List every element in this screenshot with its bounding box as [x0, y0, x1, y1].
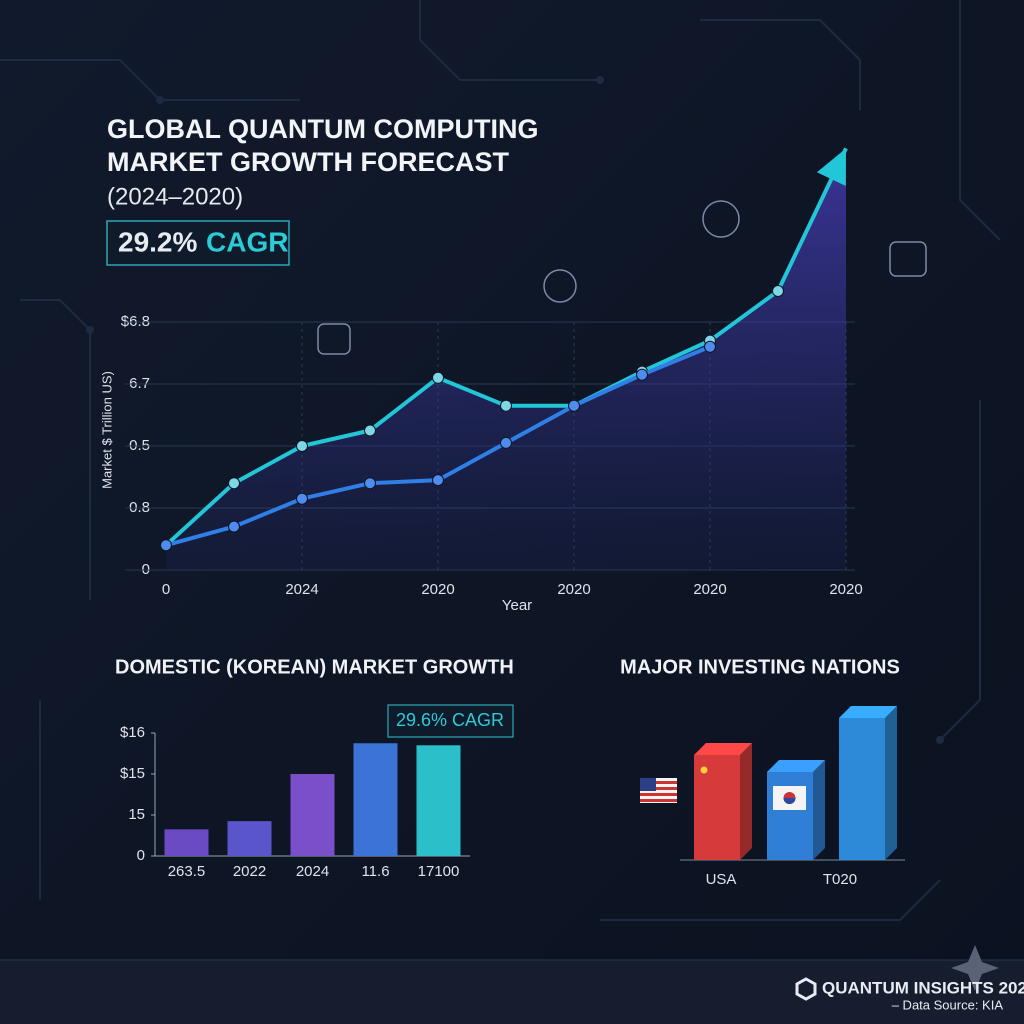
x-tick-label: 2020: [557, 581, 590, 598]
x-tick-label: USA: [706, 871, 737, 888]
area: [166, 148, 846, 570]
sparkle-icon: [951, 945, 999, 991]
arrow-head: [816, 148, 846, 186]
x-tick-label: 17100: [418, 863, 460, 880]
section-title: DOMESTIC (KOREAN) MARKET GROWTH: [115, 656, 514, 678]
y-tick-label: 0.8: [129, 499, 150, 516]
bar-top: [839, 706, 897, 718]
point: [228, 520, 240, 533]
y-axis-label: Market $ Trillion US): [99, 371, 114, 489]
subtitle: (2024–2020): [107, 183, 243, 210]
bar: [767, 772, 813, 860]
point: [704, 340, 716, 353]
bar-top: [694, 743, 752, 755]
point: [568, 399, 580, 412]
y-tick-label: $16: [120, 724, 145, 741]
bar: [839, 718, 885, 860]
point: [636, 368, 648, 381]
point: [364, 477, 376, 490]
flag-star: [700, 766, 708, 774]
y-tick-label: 0: [137, 847, 145, 864]
y-tick-label: 0.5: [129, 437, 150, 454]
x-tick-label: 263.5: [168, 863, 206, 880]
point: [160, 539, 172, 552]
point: [296, 440, 308, 452]
tech-icons: [317, 200, 927, 355]
flag: [697, 763, 721, 780]
point: [432, 371, 444, 384]
x-tick-label: 2020: [829, 581, 862, 598]
x-tick-label: 0: [162, 581, 170, 598]
cagr-label: CAGR: [206, 226, 288, 257]
brand: QUANTUM INSIGHTS 2025: [822, 978, 1024, 997]
y-tick-label: $15: [120, 765, 145, 782]
y-tick-label: 0: [142, 561, 150, 578]
x-tick-label: 2024: [285, 581, 318, 598]
y-tick-label: 6.7: [129, 375, 150, 392]
bar: [290, 774, 335, 856]
bar-side: [740, 743, 752, 860]
x-tick-label: 2020: [693, 581, 726, 598]
cagr-box: [106, 220, 290, 266]
bar: [164, 829, 209, 856]
point: [500, 436, 512, 449]
bar-side: [813, 760, 825, 860]
flag-emblem: [783, 798, 796, 804]
point: [772, 285, 784, 297]
bar-top: [767, 760, 825, 772]
brand-logo: [795, 977, 817, 1001]
x-tick-label: T020: [823, 871, 857, 888]
y-tick-label: 15: [128, 806, 145, 823]
y-tick-label: $6.8: [121, 313, 150, 330]
point: [364, 424, 376, 437]
circuit-pattern: [0, 0, 1001, 921]
x-tick-label: 2022: [233, 863, 266, 880]
x-tick-label: 11.6: [361, 863, 389, 880]
bar-side: [885, 706, 897, 860]
annotation-box: [387, 704, 514, 738]
cagr-value: 29.2%: [118, 226, 197, 257]
source: – Data Source: KIA: [892, 997, 1004, 1012]
point: [432, 474, 444, 487]
footer-band: [0, 960, 1024, 1024]
x-axis-label: Year: [502, 597, 532, 614]
title-line: MARKET GROWTH FORECAST: [107, 147, 509, 177]
bar: [227, 821, 272, 856]
point: [228, 477, 240, 490]
flags: [640, 778, 677, 803]
title-line: GLOBAL QUANTUM COMPUTING: [107, 114, 538, 144]
x-tick-label: 2020: [421, 581, 454, 598]
bar: [353, 743, 398, 856]
section-title: MAJOR INVESTING NATIONS: [620, 656, 900, 678]
bar: [416, 745, 461, 856]
point: [296, 492, 308, 505]
bar-flags: [697, 763, 806, 810]
x-tick-label: 2024: [296, 863, 329, 880]
point: [500, 399, 512, 412]
annotation: 29.6% CAGR: [396, 710, 504, 730]
